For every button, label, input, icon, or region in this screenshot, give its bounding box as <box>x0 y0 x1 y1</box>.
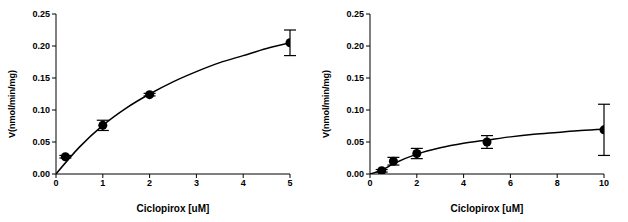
svg-text:1: 1 <box>100 178 105 188</box>
svg-text:0.05: 0.05 <box>32 137 50 147</box>
svg-text:Ciclopirox [uM]: Ciclopirox [uM] <box>137 203 210 214</box>
svg-text:V(nmol/min/mg): V(nmol/min/mg) <box>321 70 331 138</box>
svg-text:6: 6 <box>508 178 513 188</box>
svg-text:2: 2 <box>414 178 419 188</box>
svg-text:8: 8 <box>555 178 560 188</box>
svg-text:5: 5 <box>287 178 292 188</box>
svg-text:0.00: 0.00 <box>346 169 364 179</box>
svg-text:10: 10 <box>599 178 609 188</box>
svg-text:0: 0 <box>53 178 58 188</box>
svg-text:0.20: 0.20 <box>32 41 50 51</box>
svg-text:0.20: 0.20 <box>346 41 364 51</box>
svg-text:0: 0 <box>367 178 372 188</box>
svg-text:3: 3 <box>194 178 199 188</box>
svg-text:0.15: 0.15 <box>32 73 50 83</box>
svg-text:4: 4 <box>461 178 466 188</box>
svg-text:0.25: 0.25 <box>346 9 364 19</box>
svg-text:0.00: 0.00 <box>32 169 50 179</box>
svg-text:0.10: 0.10 <box>32 105 50 115</box>
svg-text:Ciclopirox [uM]: Ciclopirox [uM] <box>451 203 524 214</box>
svg-text:4: 4 <box>241 178 246 188</box>
svg-text:0.10: 0.10 <box>346 105 364 115</box>
svg-text:0.15: 0.15 <box>346 73 364 83</box>
svg-text:2: 2 <box>147 178 152 188</box>
svg-text:0.25: 0.25 <box>32 9 50 19</box>
svg-text:0.05: 0.05 <box>346 137 364 147</box>
svg-text:V(nmol/min/mg): V(nmol/min/mg) <box>8 70 17 138</box>
